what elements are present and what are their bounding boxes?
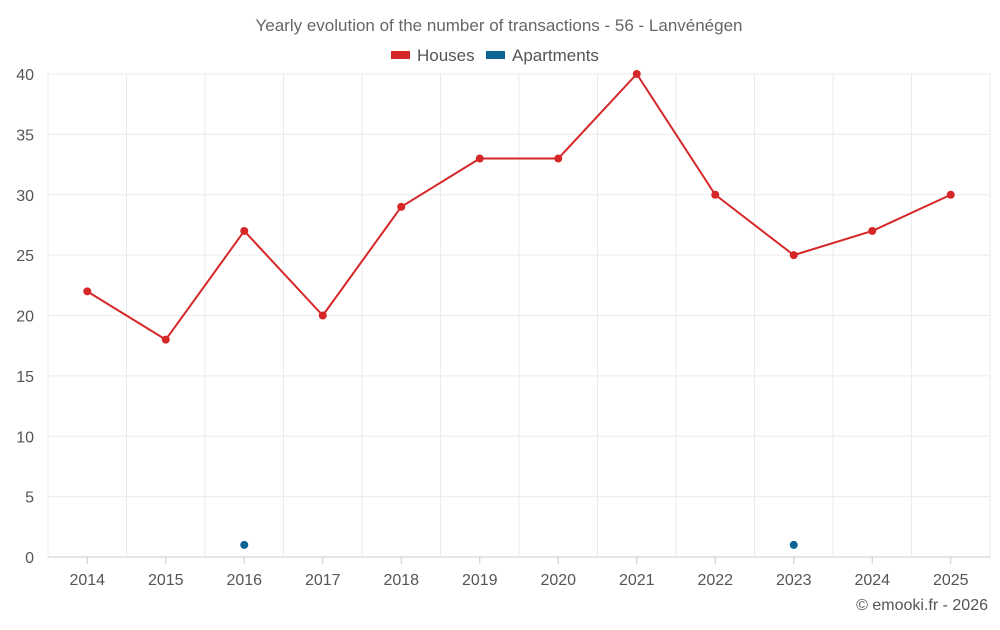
- legend-item-apartments[interactable]: Apartments: [486, 46, 599, 65]
- y-tick-label: 20: [16, 309, 34, 326]
- data-point-apartments[interactable]: [789, 540, 798, 549]
- y-tick-label: 25: [16, 248, 34, 265]
- legend-label-houses: Houses: [417, 46, 475, 65]
- x-tick-label: 2025: [933, 572, 969, 589]
- data-point-houses[interactable]: [946, 190, 955, 199]
- x-tick-label: 2022: [697, 572, 733, 589]
- x-tick-label: 2024: [854, 572, 890, 589]
- data-point-houses[interactable]: [397, 202, 406, 211]
- x-tick-label: 2016: [226, 572, 262, 589]
- x-tick-label: 2015: [148, 572, 184, 589]
- y-tick-label: 0: [25, 550, 34, 567]
- data-point-houses[interactable]: [318, 311, 327, 320]
- x-tick-label: 2021: [619, 572, 655, 589]
- y-tick-label: 10: [16, 429, 34, 446]
- data-point-houses[interactable]: [632, 70, 641, 78]
- x-tick-label: 2020: [540, 572, 576, 589]
- legend[interactable]: Houses Apartments: [391, 46, 599, 65]
- series-line-houses: [86, 73, 952, 341]
- data-point-houses[interactable]: [475, 154, 484, 163]
- chart-title: Yearly evolution of the number of transa…: [255, 16, 742, 35]
- y-axis-ticks: 0 5 10 15 20 25 30 35 40: [16, 67, 34, 567]
- x-tick-label: 2014: [69, 572, 105, 589]
- x-tick-label: 2019: [462, 572, 498, 589]
- x-tick-label: 2017: [305, 572, 341, 589]
- data-point-apartments[interactable]: [240, 540, 249, 549]
- y-tick-label: 30: [16, 188, 34, 205]
- data-point-houses[interactable]: [868, 226, 877, 235]
- x-tick-label: 2018: [383, 572, 419, 589]
- data-point-houses[interactable]: [554, 154, 563, 163]
- y-tick-label: 5: [25, 490, 34, 507]
- legend-swatch-apartments: [486, 51, 505, 59]
- data-point-houses[interactable]: [83, 287, 92, 296]
- data-point-houses[interactable]: [789, 251, 798, 260]
- x-tick-label: 2023: [776, 572, 812, 589]
- data-point-houses[interactable]: [711, 190, 720, 199]
- x-axis-ticks: 2014 2015 2016 2017 2018 2019 2020 2021 2022 2023…: [69, 557, 969, 589]
- data-point-houses[interactable]: [240, 226, 249, 235]
- y-tick-label: 35: [16, 127, 34, 144]
- data-point-houses[interactable]: [161, 335, 170, 344]
- grid: [47, 73, 991, 558]
- series-apartments: [240, 540, 798, 549]
- legend-item-houses[interactable]: Houses: [391, 46, 475, 65]
- y-tick-label: 40: [16, 67, 34, 84]
- series-houses: [83, 70, 955, 344]
- credit-text: © emooki.fr - 2026: [856, 597, 988, 614]
- legend-swatch-houses: [391, 51, 410, 59]
- series-layer: [83, 70, 955, 549]
- legend-label-apartments: Apartments: [512, 46, 599, 65]
- y-tick-label: 15: [16, 369, 34, 386]
